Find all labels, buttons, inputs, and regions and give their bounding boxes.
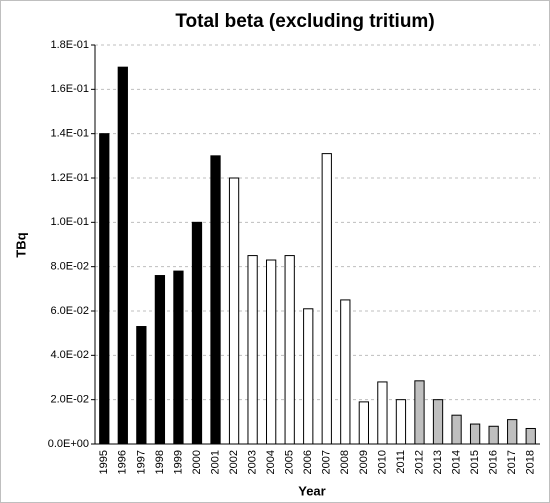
- y-tick-label: 2.0E-02: [50, 394, 89, 406]
- bar: [191, 221, 203, 445]
- y-tick-label: 1.8E-01: [50, 39, 89, 51]
- x-tick-label: 1995: [98, 450, 110, 474]
- bar: [303, 308, 314, 445]
- bar: [451, 414, 462, 445]
- bar: [247, 255, 258, 445]
- bar: [173, 270, 184, 445]
- x-tick-label: 1996: [117, 450, 129, 474]
- x-tick-label: 2012: [413, 450, 425, 474]
- x-tick-label: 2001: [209, 450, 221, 474]
- bar: [432, 399, 444, 445]
- bar: [395, 399, 407, 445]
- x-tick-label: 1998: [154, 450, 166, 474]
- x-tick-label: 2007: [321, 450, 333, 474]
- y-tick-label: 1.6E-01: [50, 83, 89, 95]
- bar: [525, 427, 536, 445]
- x-tick-label: 2013: [432, 450, 444, 474]
- bar: [266, 259, 277, 445]
- bar: [414, 380, 425, 445]
- y-tick-label: 6.0E-02: [50, 305, 89, 317]
- y-axis-title: TBq: [13, 232, 28, 257]
- x-tick-label: 2005: [284, 450, 296, 474]
- bar: [117, 66, 128, 445]
- bar: [321, 153, 332, 445]
- y-tick-label: 8.0E-02: [50, 261, 89, 273]
- y-tick-label: 0.0E+00: [48, 438, 89, 450]
- bar: [99, 133, 110, 445]
- x-tick-label: 2008: [339, 450, 351, 474]
- x-tick-label: 2010: [376, 450, 388, 474]
- x-tick-label: 2006: [302, 450, 314, 474]
- y-tick-label: 1.4E-01: [50, 128, 89, 140]
- x-tick-label: 2015: [469, 450, 481, 474]
- bar: [154, 275, 166, 445]
- x-tick-label: 2004: [265, 450, 277, 474]
- x-tick-label: 1999: [172, 450, 184, 474]
- bar: [136, 326, 147, 445]
- x-axis-title: Year: [298, 483, 325, 498]
- x-tick-label: 2009: [358, 450, 370, 474]
- x-tick-label: 2017: [506, 450, 518, 474]
- x-tick-label: 2014: [450, 450, 462, 474]
- x-tick-label: 2011: [395, 450, 407, 474]
- x-tick-label: 2002: [228, 450, 240, 474]
- bar: [284, 255, 295, 445]
- x-tick-label: 1997: [135, 450, 147, 474]
- bar: [228, 177, 240, 445]
- bar: [358, 401, 369, 445]
- x-tick-label: 2000: [191, 450, 203, 474]
- bar: [488, 425, 499, 445]
- x-tick-label: 2016: [488, 450, 500, 474]
- bar: [377, 381, 388, 445]
- bar: [210, 155, 221, 445]
- x-tick-label: 2003: [247, 450, 259, 474]
- x-tick-label: 2018: [525, 450, 537, 474]
- y-tick-label: 1.2E-01: [50, 172, 89, 184]
- chart-title: Total beta (excluding tritium): [175, 11, 434, 32]
- y-tick-label: 4.0E-02: [50, 349, 89, 361]
- y-tick-label: 1.0E-01: [50, 216, 89, 228]
- bar: [340, 299, 351, 445]
- bar: [469, 423, 481, 445]
- bar: [507, 419, 518, 445]
